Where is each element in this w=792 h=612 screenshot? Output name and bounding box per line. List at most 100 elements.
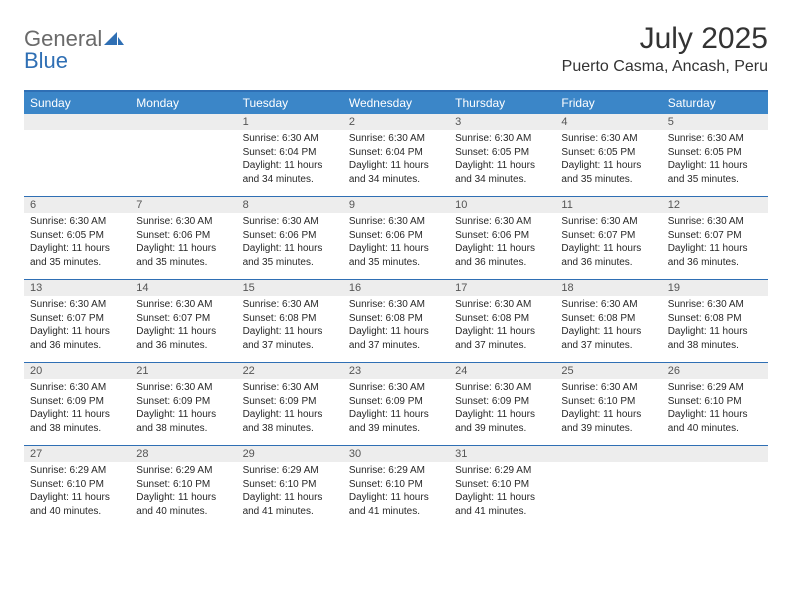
daylight-text: Daylight: 11 hours and 41 minutes.	[349, 491, 443, 518]
day-cell: 21Sunrise: 6:30 AMSunset: 6:09 PMDayligh…	[130, 363, 236, 445]
sunset-text: Sunset: 6:08 PM	[561, 312, 655, 326]
day-cell: 4Sunrise: 6:30 AMSunset: 6:05 PMDaylight…	[555, 114, 661, 196]
sunrise-text: Sunrise: 6:30 AM	[561, 132, 655, 146]
day-number: 31	[449, 446, 555, 462]
daylight-text: Daylight: 11 hours and 36 minutes.	[455, 242, 549, 269]
day-cell: 7Sunrise: 6:30 AMSunset: 6:06 PMDaylight…	[130, 197, 236, 279]
day-number: 11	[555, 197, 661, 213]
day-details: Sunrise: 6:30 AMSunset: 6:05 PMDaylight:…	[662, 130, 768, 191]
sunset-text: Sunset: 6:09 PM	[136, 395, 230, 409]
daylight-text: Daylight: 11 hours and 37 minutes.	[349, 325, 443, 352]
day-details: Sunrise: 6:30 AMSunset: 6:08 PMDaylight:…	[449, 296, 555, 357]
day-number: 17	[449, 280, 555, 296]
weekday-header: Sunday	[24, 92, 130, 114]
day-cell: 29Sunrise: 6:29 AMSunset: 6:10 PMDayligh…	[237, 446, 343, 528]
day-number: 27	[24, 446, 130, 462]
sunrise-text: Sunrise: 6:30 AM	[243, 381, 337, 395]
calendar-page: General Blue July 2025 Puerto Casma, Anc…	[0, 0, 792, 550]
day-number: 9	[343, 197, 449, 213]
sunrise-text: Sunrise: 6:30 AM	[561, 298, 655, 312]
day-cell: 9Sunrise: 6:30 AMSunset: 6:06 PMDaylight…	[343, 197, 449, 279]
week-row: 13Sunrise: 6:30 AMSunset: 6:07 PMDayligh…	[24, 279, 768, 362]
sunrise-text: Sunrise: 6:30 AM	[668, 298, 762, 312]
weeks-container: ..1Sunrise: 6:30 AMSunset: 6:04 PMDaylig…	[24, 114, 768, 528]
daylight-text: Daylight: 11 hours and 41 minutes.	[455, 491, 549, 518]
sunrise-text: Sunrise: 6:30 AM	[455, 298, 549, 312]
day-number: 16	[343, 280, 449, 296]
sunset-text: Sunset: 6:10 PM	[561, 395, 655, 409]
day-details: Sunrise: 6:29 AMSunset: 6:10 PMDaylight:…	[662, 379, 768, 440]
sunrise-text: Sunrise: 6:29 AM	[349, 464, 443, 478]
day-cell: 12Sunrise: 6:30 AMSunset: 6:07 PMDayligh…	[662, 197, 768, 279]
daylight-text: Daylight: 11 hours and 34 minutes.	[455, 159, 549, 186]
sunset-text: Sunset: 6:09 PM	[243, 395, 337, 409]
sunset-text: Sunset: 6:06 PM	[455, 229, 549, 243]
sunset-text: Sunset: 6:07 PM	[136, 312, 230, 326]
sunset-text: Sunset: 6:06 PM	[349, 229, 443, 243]
day-details: Sunrise: 6:30 AMSunset: 6:08 PMDaylight:…	[555, 296, 661, 357]
day-details: Sunrise: 6:30 AMSunset: 6:09 PMDaylight:…	[343, 379, 449, 440]
weekday-header: Saturday	[662, 92, 768, 114]
day-number: 29	[237, 446, 343, 462]
day-cell: 26Sunrise: 6:29 AMSunset: 6:10 PMDayligh…	[662, 363, 768, 445]
day-cell: 14Sunrise: 6:30 AMSunset: 6:07 PMDayligh…	[130, 280, 236, 362]
sunset-text: Sunset: 6:10 PM	[668, 395, 762, 409]
sunset-text: Sunset: 6:05 PM	[668, 146, 762, 160]
week-row: 6Sunrise: 6:30 AMSunset: 6:05 PMDaylight…	[24, 196, 768, 279]
day-number: 23	[343, 363, 449, 379]
day-cell: 17Sunrise: 6:30 AMSunset: 6:08 PMDayligh…	[449, 280, 555, 362]
day-cell: .	[24, 114, 130, 196]
day-number: 20	[24, 363, 130, 379]
day-number: 15	[237, 280, 343, 296]
day-cell: 23Sunrise: 6:30 AMSunset: 6:09 PMDayligh…	[343, 363, 449, 445]
day-details: Sunrise: 6:29 AMSunset: 6:10 PMDaylight:…	[449, 462, 555, 523]
sunrise-text: Sunrise: 6:30 AM	[668, 132, 762, 146]
day-number: 8	[237, 197, 343, 213]
day-details: Sunrise: 6:30 AMSunset: 6:09 PMDaylight:…	[130, 379, 236, 440]
weekday-header: Friday	[555, 92, 661, 114]
sunrise-text: Sunrise: 6:30 AM	[243, 298, 337, 312]
day-details: Sunrise: 6:30 AMSunset: 6:06 PMDaylight:…	[130, 213, 236, 274]
sunset-text: Sunset: 6:10 PM	[455, 478, 549, 492]
day-details: Sunrise: 6:30 AMSunset: 6:09 PMDaylight:…	[24, 379, 130, 440]
sunrise-text: Sunrise: 6:30 AM	[30, 381, 124, 395]
day-details: Sunrise: 6:30 AMSunset: 6:07 PMDaylight:…	[24, 296, 130, 357]
day-details: Sunrise: 6:30 AMSunset: 6:04 PMDaylight:…	[237, 130, 343, 191]
sunset-text: Sunset: 6:06 PM	[136, 229, 230, 243]
weekday-header: Tuesday	[237, 92, 343, 114]
sunrise-text: Sunrise: 6:30 AM	[349, 132, 443, 146]
daylight-text: Daylight: 11 hours and 39 minutes.	[455, 408, 549, 435]
daylight-text: Daylight: 11 hours and 36 minutes.	[561, 242, 655, 269]
daylight-text: Daylight: 11 hours and 41 minutes.	[243, 491, 337, 518]
location-text: Puerto Casma, Ancash, Peru	[562, 58, 768, 76]
day-number: 22	[237, 363, 343, 379]
daylight-text: Daylight: 11 hours and 35 minutes.	[349, 242, 443, 269]
sunset-text: Sunset: 6:10 PM	[30, 478, 124, 492]
day-number: .	[130, 114, 236, 130]
day-cell: 28Sunrise: 6:29 AMSunset: 6:10 PMDayligh…	[130, 446, 236, 528]
day-cell: 1Sunrise: 6:30 AMSunset: 6:04 PMDaylight…	[237, 114, 343, 196]
daylight-text: Daylight: 11 hours and 34 minutes.	[243, 159, 337, 186]
sunrise-text: Sunrise: 6:30 AM	[136, 381, 230, 395]
daylight-text: Daylight: 11 hours and 36 minutes.	[30, 325, 124, 352]
daylight-text: Daylight: 11 hours and 40 minutes.	[30, 491, 124, 518]
day-number: 30	[343, 446, 449, 462]
daylight-text: Daylight: 11 hours and 38 minutes.	[136, 408, 230, 435]
day-number: 3	[449, 114, 555, 130]
sunset-text: Sunset: 6:10 PM	[243, 478, 337, 492]
daylight-text: Daylight: 11 hours and 35 minutes.	[668, 159, 762, 186]
sunset-text: Sunset: 6:08 PM	[455, 312, 549, 326]
day-cell: 31Sunrise: 6:29 AMSunset: 6:10 PMDayligh…	[449, 446, 555, 528]
day-cell: 2Sunrise: 6:30 AMSunset: 6:04 PMDaylight…	[343, 114, 449, 196]
daylight-text: Daylight: 11 hours and 36 minutes.	[136, 325, 230, 352]
day-cell: 5Sunrise: 6:30 AMSunset: 6:05 PMDaylight…	[662, 114, 768, 196]
sunset-text: Sunset: 6:09 PM	[455, 395, 549, 409]
sunrise-text: Sunrise: 6:30 AM	[349, 381, 443, 395]
daylight-text: Daylight: 11 hours and 36 minutes.	[668, 242, 762, 269]
brand-sail-icon	[104, 26, 124, 51]
day-number: 2	[343, 114, 449, 130]
day-cell: 11Sunrise: 6:30 AMSunset: 6:07 PMDayligh…	[555, 197, 661, 279]
daylight-text: Daylight: 11 hours and 37 minutes.	[561, 325, 655, 352]
day-number: .	[662, 446, 768, 462]
week-row: 20Sunrise: 6:30 AMSunset: 6:09 PMDayligh…	[24, 362, 768, 445]
